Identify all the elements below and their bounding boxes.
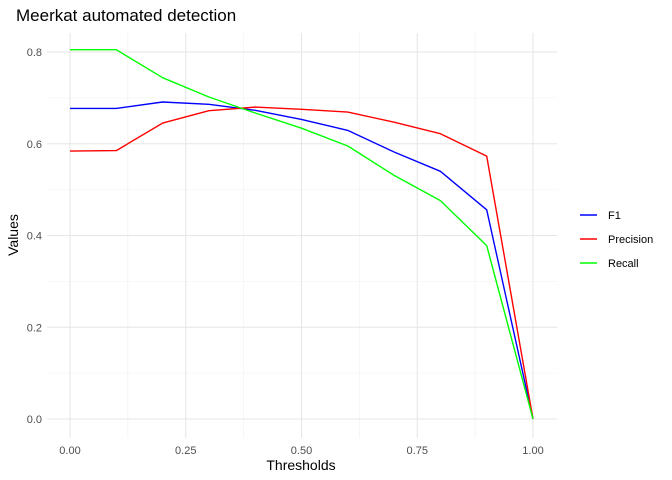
x-tick-label: 0.75 bbox=[407, 445, 428, 457]
series-line-recall bbox=[70, 49, 534, 420]
y-tick-label: 0.4 bbox=[27, 231, 42, 243]
legend-label-recall: Recall bbox=[608, 258, 639, 270]
x-tick-label: 0.25 bbox=[175, 445, 196, 457]
y-tick-label: 0.6 bbox=[27, 139, 42, 151]
legend: F1 Precision Recall bbox=[580, 210, 653, 270]
y-tick-label: 0.2 bbox=[27, 322, 42, 334]
x-axis-title: Thresholds bbox=[266, 457, 335, 473]
series-line-precision bbox=[69, 106, 534, 420]
legend-label-f1: F1 bbox=[608, 210, 621, 222]
grid bbox=[47, 33, 557, 438]
y-axis-title: Values bbox=[5, 214, 21, 256]
series-lines bbox=[69, 49, 534, 420]
x-tick-label: 1.00 bbox=[522, 445, 543, 457]
y-axis: 0.0 0.2 0.4 0.6 0.8 bbox=[27, 47, 42, 426]
x-tick-label: 0.50 bbox=[291, 445, 312, 457]
y-tick-label: 0.8 bbox=[27, 47, 42, 59]
y-tick-label: 0.0 bbox=[27, 414, 42, 426]
x-tick-label: 0.00 bbox=[59, 445, 80, 457]
legend-label-precision: Precision bbox=[608, 234, 653, 246]
series-line-f1 bbox=[70, 101, 534, 420]
x-axis: 0.00 0.25 0.50 0.75 1.00 bbox=[59, 445, 543, 457]
chart-title: Meerkat automated detection bbox=[16, 6, 236, 25]
